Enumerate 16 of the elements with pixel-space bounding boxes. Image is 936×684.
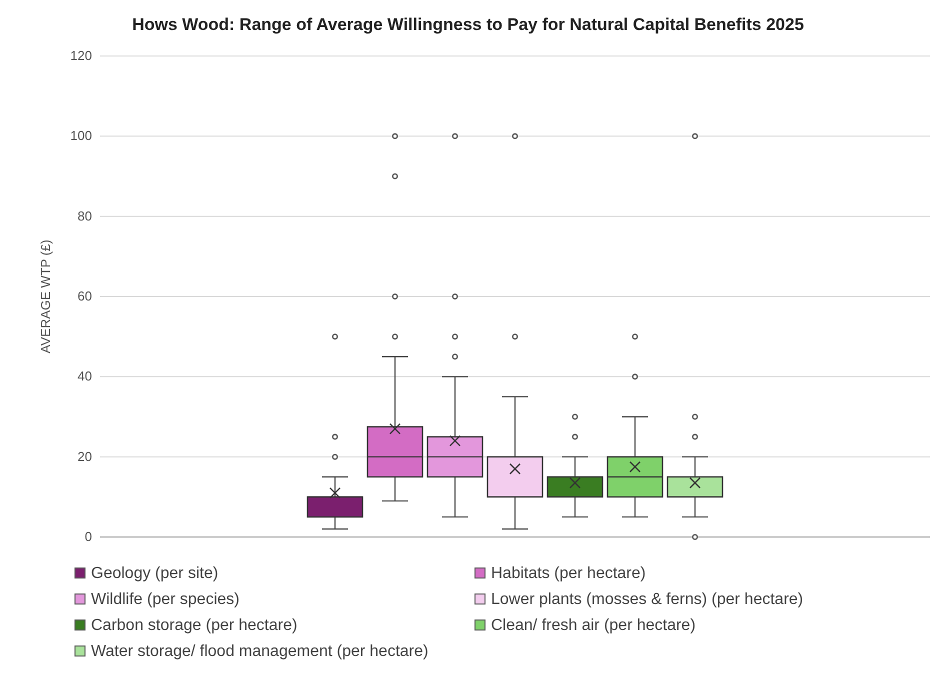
y-tick-label: 60 xyxy=(78,288,92,304)
y-tick-label: 120 xyxy=(70,48,92,63)
y-tick-label: 80 xyxy=(78,208,92,224)
y-tick-label: 100 xyxy=(70,128,92,144)
legend-label: Clean/ fresh air (per hectare) xyxy=(491,617,696,634)
chart-title: Hows Wood: Range of Average Willingness to Pay for Natural Capital Benefits 2025 xyxy=(132,15,804,34)
y-tick-label: 20 xyxy=(78,448,92,464)
legend-label: Water storage/ flood management (per hectare) xyxy=(91,643,428,660)
y-tick-label: 40 xyxy=(78,368,92,384)
legend-label: Carbon storage (per hectare) xyxy=(91,617,298,634)
legend-label: Lower plants (mosses & ferns) (per hectare) xyxy=(491,591,804,608)
y-tick-label: 0 xyxy=(84,529,92,544)
legend-label: Wildlife (per species) xyxy=(91,591,240,608)
y-axis-title: AVERAGE WTP (£) xyxy=(38,240,53,354)
legend-label: Habitats (per hectare) xyxy=(491,565,646,582)
legend-label: Geology (per site) xyxy=(91,565,218,582)
